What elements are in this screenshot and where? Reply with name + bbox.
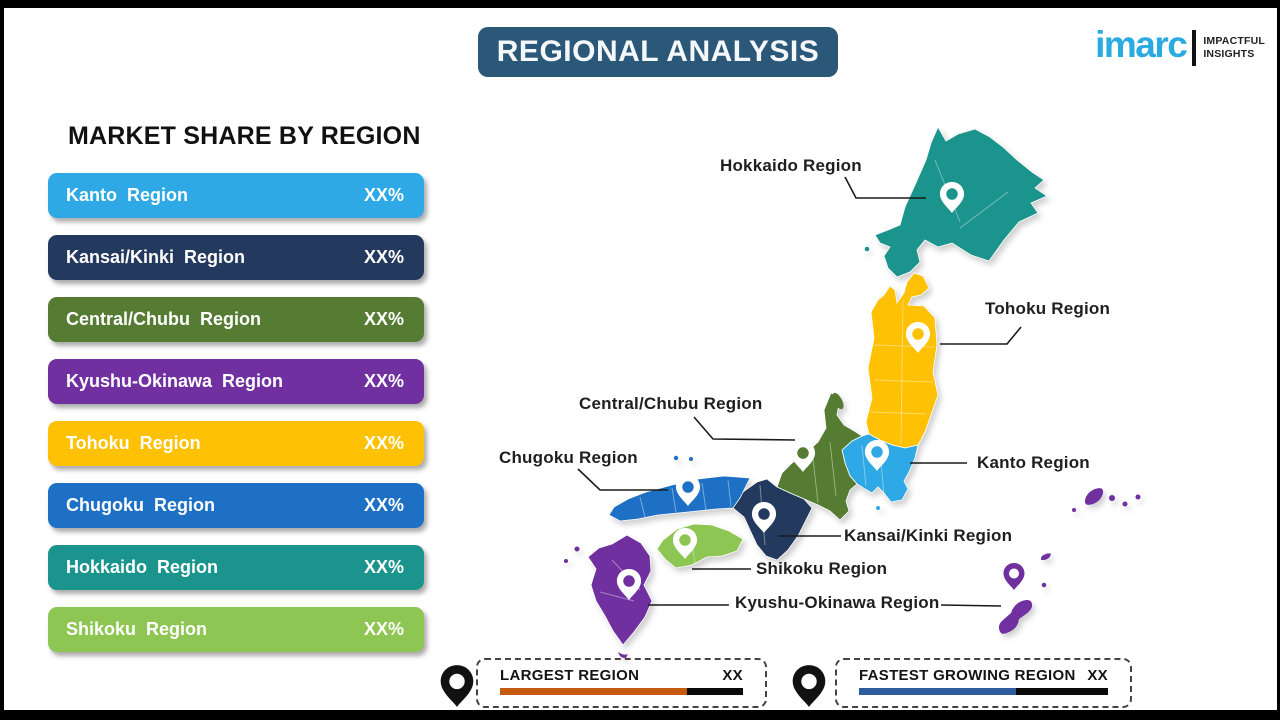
map-label-chugoku: Chugoku Region: [499, 448, 638, 467]
legend-largest-value: XX: [722, 667, 743, 684]
legend-fastest-bar-fill: [859, 688, 1016, 695]
map-pin-hokkaido-icon: [939, 181, 965, 213]
logo-brand-text: imarc: [1095, 24, 1188, 65]
region-bar-value: XX%: [363, 309, 404, 329]
region-bar-value: XX%: [363, 557, 404, 577]
map-pin-kanto-icon: [864, 439, 890, 471]
map-pin-kansai-icon: [751, 501, 777, 533]
map-pin-tohoku-icon: [905, 321, 931, 353]
region-bar-value: XX%: [363, 619, 404, 639]
market-share-heading: MARKET SHARE BY REGION: [68, 122, 421, 150]
region-bar-value: XX%: [363, 247, 404, 267]
region-bar-label: Kanto Region: [66, 185, 188, 205]
region-bar-value: XX%: [363, 495, 404, 515]
map-region-kyushu-okinawa: [564, 488, 1141, 659]
fastest-growing-region-pin-icon: [792, 665, 826, 707]
connector-chubu: [693, 416, 796, 441]
map-label-kanto: Kanto Region: [977, 453, 1090, 472]
japan-map: [564, 126, 1141, 659]
legend-largest-bar: [500, 688, 743, 695]
legend-largest-label: LARGEST REGION: [500, 667, 640, 684]
legend-fastest-value: XX: [1087, 667, 1108, 684]
legend-fastest-box: FASTEST GROWING REGION XX: [835, 658, 1132, 708]
imarc-logo: imarc IMPACTFUL INSIGHTS: [1095, 26, 1265, 69]
legend-fastest-bar: [859, 688, 1108, 695]
map-pin-okinawa-icon: [1003, 563, 1025, 590]
region-bar-value: XX%: [363, 433, 404, 453]
map-label-kyushu: Kyushu-Okinawa Region: [735, 593, 940, 612]
legend-largest-bar-fill: [500, 688, 688, 695]
region-bar-value: XX%: [363, 371, 404, 391]
connector-chugoku: [577, 468, 668, 491]
map-pin-shikoku-icon: [672, 527, 698, 559]
legend-fastest-label: FASTEST GROWING REGION: [859, 667, 1076, 684]
region-bar-label: Kyushu-Okinawa Region: [66, 371, 284, 391]
region-bar-kanto: Kanto Region XX%: [48, 173, 424, 218]
map-region-tohoku: [865, 272, 939, 449]
region-bar-label: Shikoku Region: [66, 619, 208, 639]
region-bar-tohoku: Tohoku Region XX%: [48, 421, 424, 466]
logo-tagline: IMPACTFUL INSIGHTS: [1203, 35, 1265, 59]
logo-tagline-line1: IMPACTFUL: [1203, 35, 1265, 48]
legend-largest-box: LARGEST REGION XX: [476, 658, 767, 708]
region-bar-label: Kansai/Kinki Region: [66, 247, 246, 267]
connector-kyushu-right: [940, 604, 1002, 607]
connector-hokkaido: [844, 176, 926, 199]
map-label-chubu: Central/Chubu Region: [579, 394, 763, 413]
region-bar-label: Chugoku Region: [66, 495, 215, 515]
map-pin-chugoku-icon: [675, 474, 701, 506]
map-pin-kyushu-icon: [616, 568, 642, 600]
region-bar-label: Central/Chubu Region: [66, 309, 261, 329]
map-region-shikoku: [656, 523, 744, 569]
logo-tagline-line2: INSIGHTS: [1203, 47, 1255, 60]
largest-region-pin-icon: [440, 665, 474, 707]
logo-separator: [1192, 29, 1197, 66]
map-region-chubu: [776, 392, 863, 521]
label-connectors: [577, 176, 1022, 607]
region-bar-chugoku: Chugoku Region XX%: [48, 483, 424, 528]
region-bar-value: XX%: [363, 185, 404, 205]
connector-tohoku: [940, 326, 1022, 345]
region-bar-kyushu: Kyushu-Okinawa Region XX%: [48, 359, 424, 404]
region-bar-list: Kanto Region XX% Kansai/Kinki Region XX%…: [48, 173, 424, 652]
region-bar-label: Hokkaido Region: [66, 557, 219, 577]
region-bar-kansai: Kansai/Kinki Region XX%: [48, 235, 424, 280]
map-label-kansai: Kansai/Kinki Region: [844, 526, 1013, 545]
page-title: REGIONAL ANALYSIS: [496, 35, 820, 68]
map-label-hokkaido: Hokkaido Region: [720, 156, 862, 175]
title-banner: REGIONAL ANALYSIS: [478, 27, 838, 77]
region-bar-chubu: Central/Chubu Region XX%: [48, 297, 424, 342]
region-bar-shikoku: Shikoku Region XX%: [48, 607, 424, 652]
map-pin-chubu-icon: [790, 440, 816, 472]
map-label-tohoku: Tohoku Region: [985, 299, 1111, 318]
map-label-shikoku: Shikoku Region: [756, 559, 888, 578]
region-bar-hokkaido: Hokkaido Region XX%: [48, 545, 424, 590]
region-bar-label: Tohoku Region: [66, 433, 201, 453]
